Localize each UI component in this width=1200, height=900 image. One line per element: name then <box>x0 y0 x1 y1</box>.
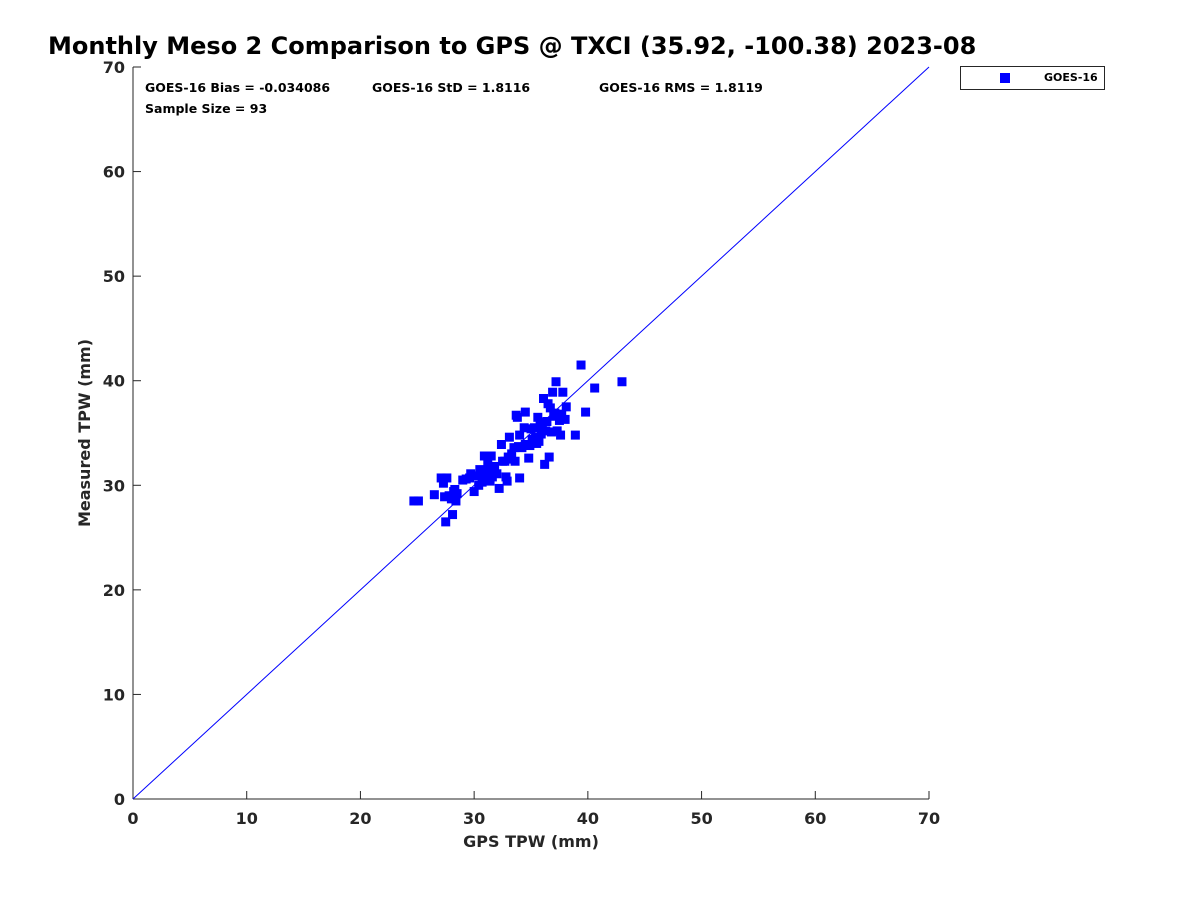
scatter-point <box>550 408 560 418</box>
scatter-point <box>452 489 462 499</box>
scatter-point <box>570 430 580 440</box>
x-tick-label: 10 <box>236 809 258 828</box>
x-axis-label: GPS TPW (mm) <box>463 832 599 851</box>
x-tick-label: 20 <box>349 809 371 828</box>
legend: GOES-16 <box>960 66 1105 90</box>
y-tick-label: 20 <box>103 581 125 600</box>
scatter-point <box>558 387 568 397</box>
scatter-point <box>545 403 555 413</box>
scatter-point <box>442 473 452 483</box>
scatter-point <box>533 412 543 422</box>
scatter-point <box>479 451 489 461</box>
scatter-point <box>520 440 530 450</box>
y-tick-label: 40 <box>103 372 125 391</box>
scatter-point <box>536 429 546 439</box>
scatter-point <box>446 494 456 504</box>
scatter-point <box>466 469 476 479</box>
scatter-point <box>496 440 506 450</box>
x-tick-label: 60 <box>804 809 826 828</box>
scatter-point <box>502 476 512 486</box>
scatter-point <box>554 415 564 425</box>
scatter-point <box>529 423 539 433</box>
y-tick-label: 60 <box>103 163 125 182</box>
legend-box <box>960 66 1105 90</box>
scatter-point <box>519 423 529 433</box>
scatter-point <box>560 414 570 424</box>
rms-annotation: GOES-16 RMS = 1.8119 <box>599 80 763 95</box>
scatter-point <box>429 490 439 500</box>
scatter-point <box>515 430 525 440</box>
scatter-point <box>507 449 517 459</box>
y-tick-label: 0 <box>114 790 125 809</box>
scatter-point <box>469 487 479 497</box>
y-tick-label: 50 <box>103 267 125 286</box>
scatter-point <box>483 459 493 469</box>
y-tick-label: 30 <box>103 476 125 495</box>
scatter-point <box>581 407 591 417</box>
scatter-point <box>441 517 451 527</box>
scatter-point <box>542 416 552 426</box>
scatter-point <box>506 454 516 464</box>
x-tick-label: 30 <box>463 809 485 828</box>
y-axis-ticks: 0 10 20 30 40 50 60 70 <box>103 58 141 809</box>
scatter-point <box>477 477 487 487</box>
scatter-point <box>617 377 627 387</box>
scatter-point <box>490 461 500 471</box>
scatter-point <box>487 472 497 482</box>
scatter-point <box>561 402 571 412</box>
scatter-point <box>557 409 567 419</box>
bias-annotation: GOES-16 Bias = -0.034086 <box>145 80 330 95</box>
scatter-point <box>515 473 525 483</box>
scatter-point <box>576 360 586 370</box>
legend-entry-goes-16: GOES-16 <box>1044 71 1098 84</box>
scatter-point <box>413 496 423 506</box>
scatter-point <box>546 427 556 437</box>
scatter-point <box>494 483 504 493</box>
chart-title: Monthly Meso 2 Comparison to GPS @ TXCI … <box>48 32 976 60</box>
scatter-point <box>548 387 558 397</box>
legend-marker <box>1000 73 1010 83</box>
scatter-point <box>492 469 502 479</box>
scatter-point <box>509 443 519 453</box>
x-tick-label: 50 <box>690 809 712 828</box>
std-annotation: GOES-16 StD = 1.8116 <box>372 80 530 95</box>
scatter-point <box>534 436 544 446</box>
scatter-points <box>409 360 627 527</box>
scatter-point <box>544 452 554 462</box>
sample-size-annotation: Sample Size = 93 <box>145 101 267 116</box>
x-tick-label: 40 <box>577 809 599 828</box>
y-tick-label: 70 <box>103 58 125 77</box>
scatter-point <box>540 459 550 469</box>
scatter-point <box>541 426 551 436</box>
scatter-point <box>440 492 450 502</box>
y-tick-label: 10 <box>103 685 125 704</box>
plot-area: 0 10 20 30 40 50 60 70 0 10 20 30 40 50 60 70 <box>103 58 940 828</box>
scatter-point <box>551 377 561 387</box>
scatter-point <box>524 453 534 463</box>
scatter-point <box>470 471 480 481</box>
scatter-point <box>512 412 522 422</box>
scatter-point <box>476 469 486 479</box>
scatter-point <box>504 432 514 442</box>
y-axis-label: Measured TPW (mm) <box>75 339 94 527</box>
x-axis-ticks: 0 10 20 30 40 50 60 70 <box>127 791 940 828</box>
x-tick-label: 70 <box>918 809 940 828</box>
scatter-point <box>556 430 566 440</box>
scatter-point <box>436 473 446 483</box>
scatter-point <box>590 383 600 393</box>
scatter-point <box>520 407 530 417</box>
scatter-point <box>486 451 496 461</box>
scatter-point <box>510 456 520 466</box>
scatter-point <box>438 478 448 488</box>
scatter-point <box>451 496 461 506</box>
scatter-point <box>448 510 458 520</box>
scatter-point <box>409 496 419 506</box>
scatter-point <box>539 393 549 403</box>
x-tick-label: 0 <box>127 809 138 828</box>
